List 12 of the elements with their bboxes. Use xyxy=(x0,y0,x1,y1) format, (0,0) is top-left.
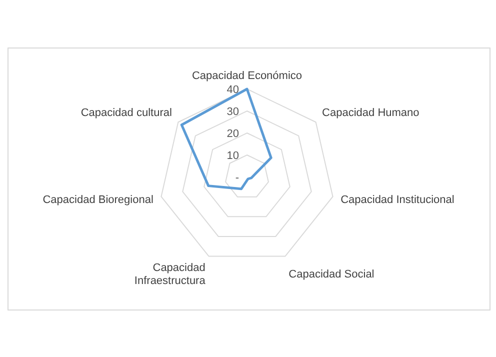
y-tick-label: 40 xyxy=(226,84,239,96)
y-tick-label: 30 xyxy=(226,106,239,118)
spoke-label: Capacidad Institucional xyxy=(340,194,454,206)
spoke-label: Capacidad Social xyxy=(288,268,374,280)
spoke-label: Capacidad cultural xyxy=(80,106,172,119)
y-tick-label: 20 xyxy=(226,128,239,140)
spoke-label: Capacidad Infraestructura xyxy=(134,262,206,287)
y-tick-label: 10 xyxy=(226,150,239,162)
y-tick-label: - xyxy=(235,172,240,184)
spoke-label: Capacidad Bioregional xyxy=(42,194,154,206)
spoke-label: Capacidad Humano xyxy=(322,106,420,119)
spoke-label: Capacidad Económico xyxy=(192,70,302,82)
